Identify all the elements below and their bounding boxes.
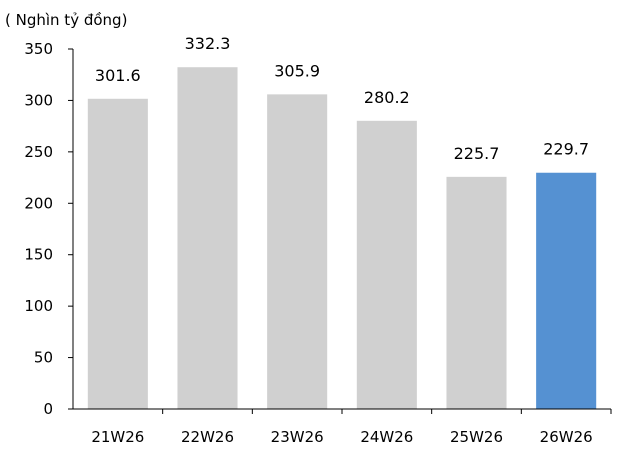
y-tick-label: 200: [24, 194, 53, 212]
bar-26W26: [536, 172, 597, 409]
x-tick-label-21W26: 21W26: [91, 428, 144, 446]
y-tick-label: 250: [24, 143, 53, 161]
bars-group: 301.6 332.3 305.9 280.2 225.7 229.7: [87, 34, 597, 410]
bar-25W26: [446, 176, 507, 409]
unit-label: ( Nghìn tỷ đồng): [5, 11, 127, 29]
data-label-26W26: 229.7: [543, 140, 589, 159]
x-tick-label-24W26: 24W26: [360, 428, 413, 446]
bar-23W26: [267, 94, 328, 410]
y-tick-label: 50: [34, 349, 53, 367]
x-tick-label-26W26: 26W26: [540, 428, 593, 446]
y-tick-label: 100: [24, 297, 53, 315]
data-label-23W26: 305.9: [274, 61, 320, 80]
data-label-21W26: 301.6: [95, 66, 141, 85]
data-label-24W26: 280.2: [364, 88, 410, 107]
y-tick-label: 350: [24, 40, 53, 58]
bar-24W26: [356, 120, 417, 410]
x-tick-label-23W26: 23W26: [271, 428, 324, 446]
bar-22W26: [177, 67, 238, 409]
y-axis-ticks: 0 50 100 150 200 250 300 350: [24, 40, 73, 418]
x-axis-ticks: 21W26 22W26 23W26 24W26 25W26 26W26: [91, 409, 612, 446]
x-tick-label-25W26: 25W26: [450, 428, 503, 446]
y-tick-label: 0: [43, 400, 53, 418]
x-tick-label-22W26: 22W26: [181, 428, 234, 446]
bar-21W26: [87, 98, 148, 409]
y-tick-label: 300: [24, 91, 53, 109]
data-label-22W26: 332.3: [185, 34, 231, 53]
data-label-25W26: 225.7: [454, 144, 500, 163]
y-tick-label: 150: [24, 246, 53, 264]
